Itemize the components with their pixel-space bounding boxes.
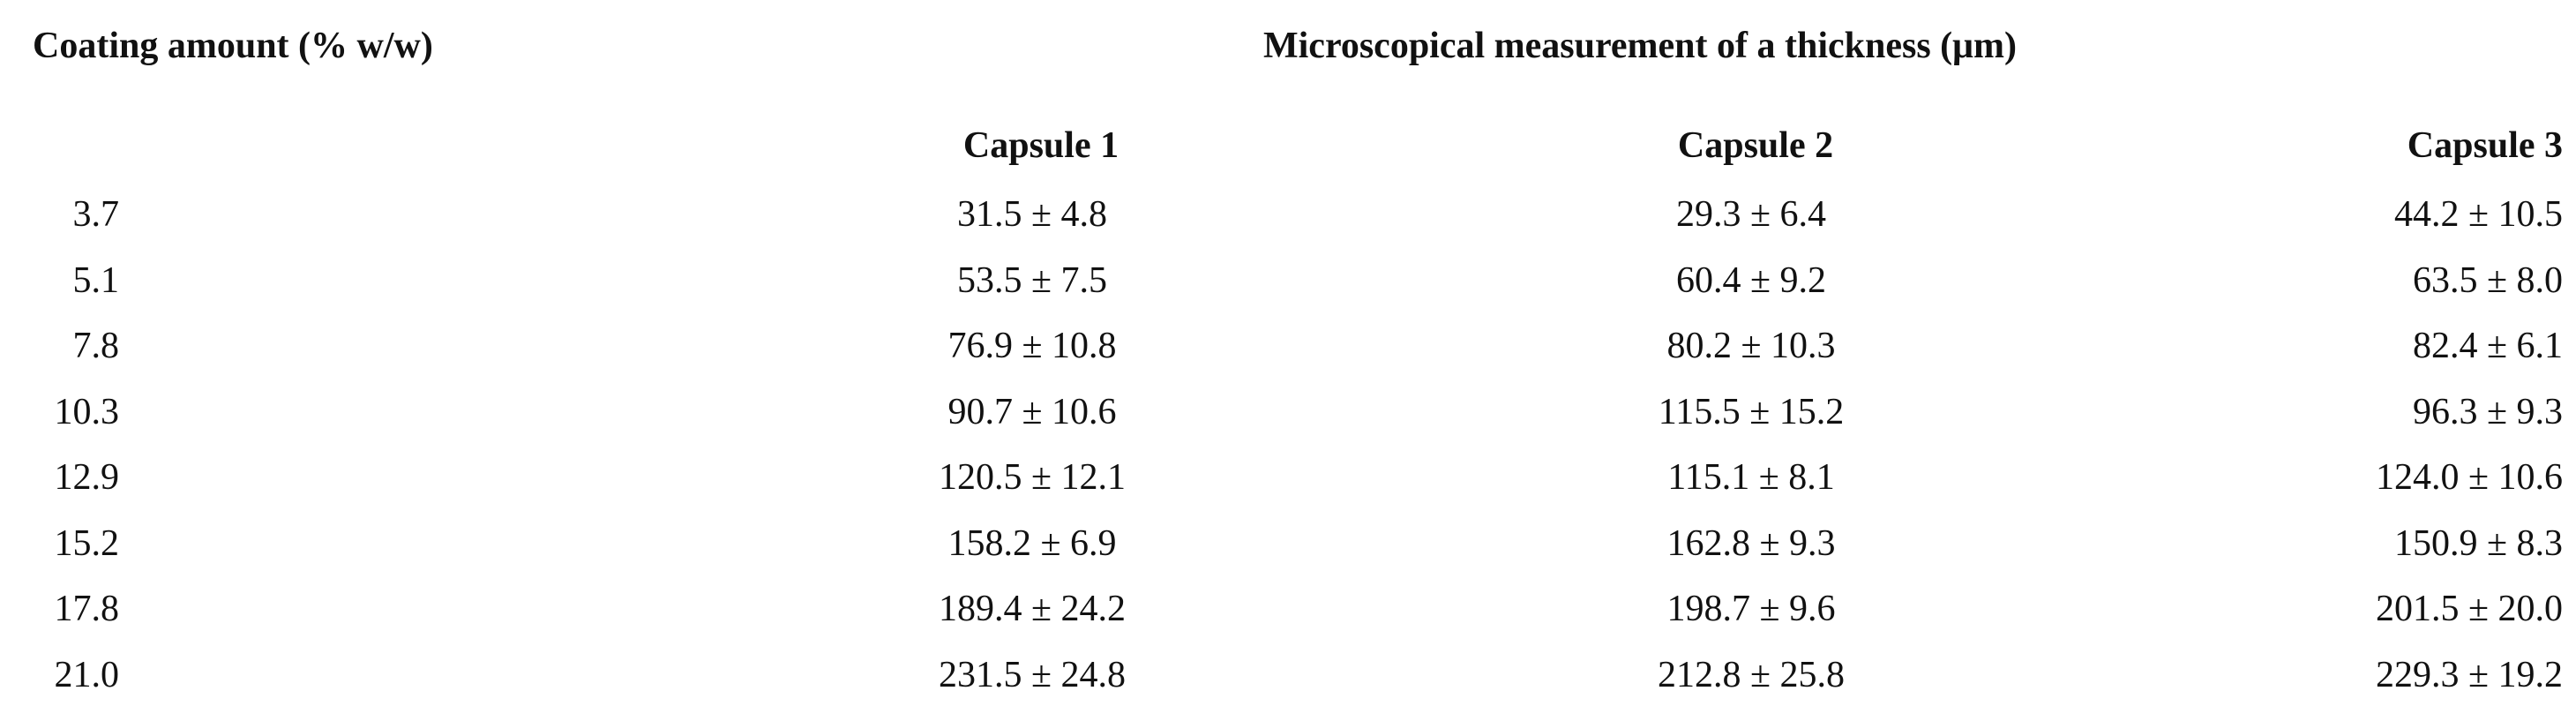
thickness-cell: 229.3 ± 19.2 <box>2375 654 2563 695</box>
thickness-cell: 96.3 ± 9.3 <box>2412 391 2563 432</box>
coating-cell: 21.0 <box>54 654 120 695</box>
coating-cell: 7.8 <box>72 326 120 366</box>
thickness-cell: 158.2 ± 6.9 <box>947 522 1117 564</box>
measurement-header: Microscopical measurement of a thickness… <box>1263 26 2017 66</box>
coating-cell: 17.8 <box>54 589 120 629</box>
coating-cell: 5.1 <box>72 259 120 301</box>
thickness-cell: 201.5 ± 20.0 <box>2375 589 2563 629</box>
thickness-cell: 82.4 ± 6.1 <box>2412 326 2563 366</box>
thickness-cell: 189.4 ± 24.2 <box>938 589 1127 629</box>
thickness-cell: 76.9 ± 10.8 <box>947 326 1117 366</box>
thickness-cell: 150.9 ± 8.3 <box>2393 522 2563 564</box>
thickness-cell: 115.1 ± 8.1 <box>1667 457 1835 498</box>
coating-cell: 15.2 <box>54 522 120 564</box>
thickness-cell: 60.4 ± 9.2 <box>1675 259 1827 301</box>
thickness-cell: 162.8 ± 9.3 <box>1666 522 1836 564</box>
capsule-header: Capsule 2 <box>1677 125 1834 166</box>
thickness-cell: 124.0 ± 10.6 <box>2375 457 2563 498</box>
coating-cell: 12.9 <box>54 457 120 498</box>
thickness-cell: 80.2 ± 10.3 <box>1666 326 1836 366</box>
thickness-cell: 120.5 ± 12.1 <box>938 457 1127 498</box>
capsule-header: Capsule 3 <box>2407 125 2563 166</box>
thickness-cell: 29.3 ± 6.4 <box>1675 194 1827 235</box>
coating-cell: 3.7 <box>72 194 120 235</box>
thickness-cell: 231.5 ± 24.8 <box>938 654 1127 695</box>
thickness-cell: 212.8 ± 25.8 <box>1657 654 1846 695</box>
thickness-cell: 115.5 ± 15.2 <box>1658 391 1845 432</box>
thickness-cell: 198.7 ± 9.6 <box>1666 589 1836 629</box>
coating-cell: 10.3 <box>54 391 120 432</box>
thickness-cell: 53.5 ± 7.5 <box>956 259 1108 301</box>
thickness-cell: 90.7 ± 10.6 <box>947 391 1117 432</box>
thickness-cell: 44.2 ± 10.5 <box>2393 194 2563 235</box>
coating-header: Coating amount (% w/w) <box>33 26 433 66</box>
thickness-cell: 63.5 ± 8.0 <box>2412 259 2563 301</box>
capsule-header: Capsule 1 <box>962 125 1120 166</box>
thickness-cell: 31.5 ± 4.8 <box>956 194 1108 235</box>
